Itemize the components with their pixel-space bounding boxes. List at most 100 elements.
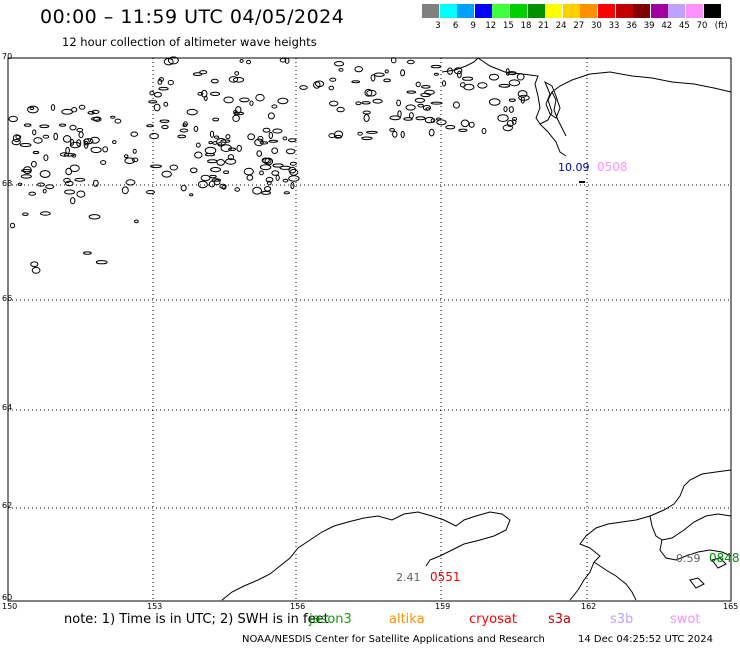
ice-outline xyxy=(217,142,223,147)
ice-outline xyxy=(370,74,376,82)
sat-label-s3b: s3b xyxy=(610,612,634,627)
ice-outline xyxy=(389,128,396,132)
ice-outline xyxy=(130,131,138,137)
ice-outline xyxy=(271,104,278,109)
coastline-north xyxy=(441,57,732,157)
ice-outline xyxy=(69,164,80,173)
ice-outline xyxy=(400,130,405,139)
ice-outline xyxy=(508,106,514,113)
legend-swatch xyxy=(457,4,475,18)
ice-outline xyxy=(200,174,211,182)
ice-outline xyxy=(338,68,344,72)
ice-outline xyxy=(355,101,362,106)
ice-outline xyxy=(512,116,518,122)
ice-outline xyxy=(76,128,84,133)
legend-label: 70 xyxy=(696,21,708,31)
ice-outline xyxy=(361,101,371,105)
ice-outline xyxy=(157,78,163,85)
ice-outline xyxy=(179,128,189,133)
ice-outline xyxy=(265,176,274,183)
ice-outline xyxy=(213,135,220,139)
ice-outline xyxy=(424,116,435,124)
ice-outline xyxy=(384,69,389,74)
ice-outline xyxy=(189,167,198,174)
ice-outline xyxy=(158,86,169,91)
ice-outline xyxy=(488,73,500,81)
ice-outline xyxy=(219,183,227,189)
legend-label: 30 xyxy=(590,21,602,31)
ice-outline xyxy=(146,190,155,195)
ice-outline xyxy=(299,85,308,90)
legend-swatch xyxy=(598,4,615,18)
ice-outline xyxy=(442,80,446,87)
ice-outline xyxy=(261,190,271,195)
ice-outline xyxy=(354,66,364,73)
ice-outline xyxy=(39,124,50,129)
legend-unit: (ft) xyxy=(714,21,728,31)
ice-outline xyxy=(271,147,279,154)
ice-edge-outlines xyxy=(8,56,530,274)
ice-outline xyxy=(125,179,136,186)
ice-outline xyxy=(78,131,84,139)
legend-label: 12 xyxy=(485,21,497,31)
ice-outline xyxy=(357,131,363,136)
ice-outline xyxy=(212,117,220,122)
ice-outline xyxy=(74,177,86,182)
ice-outline xyxy=(425,107,431,111)
ice-outline xyxy=(146,124,154,128)
legend-label: 21 xyxy=(538,21,549,31)
ice-outline xyxy=(234,187,240,192)
ice-outline xyxy=(445,125,456,130)
ice-outline xyxy=(8,115,18,123)
ice-outline xyxy=(37,182,45,187)
ice-outline xyxy=(23,123,32,127)
legend-swatch xyxy=(615,4,633,18)
lon-label-162: 162 xyxy=(581,602,597,611)
ice-outline xyxy=(194,151,203,159)
ice-outline xyxy=(12,134,21,143)
ice-outline xyxy=(421,85,431,89)
ice-outline xyxy=(268,139,279,143)
lon-label-159: 159 xyxy=(435,602,451,611)
ice-outline xyxy=(32,150,40,155)
legend-swatch xyxy=(545,4,563,18)
ice-outline xyxy=(315,80,325,88)
ice-outline xyxy=(329,77,337,82)
ice-outline xyxy=(396,99,402,107)
legend-swatch xyxy=(633,4,651,18)
ice-outline xyxy=(417,103,424,108)
ice-outline xyxy=(95,260,108,265)
legend-label: 18 xyxy=(520,21,532,31)
ice-outline xyxy=(254,138,264,147)
ice-outline xyxy=(232,114,240,123)
ice-outline xyxy=(20,174,32,179)
ice-outline xyxy=(372,98,383,104)
ice-outline xyxy=(334,61,345,67)
ice-outline xyxy=(212,141,218,145)
ice-outline xyxy=(415,116,426,121)
map-frame xyxy=(7,57,732,602)
ice-outline xyxy=(149,132,159,140)
ice-outline xyxy=(163,58,174,66)
ice-outline xyxy=(69,141,81,149)
ice-outline xyxy=(239,97,250,103)
ice-outline xyxy=(415,81,421,88)
ice-outline xyxy=(124,157,135,164)
ice-outline xyxy=(180,184,187,192)
ice-outline xyxy=(23,166,32,175)
ice-outline xyxy=(285,148,296,155)
lat-label-64: 64 xyxy=(2,403,13,412)
ice-outline xyxy=(169,164,179,171)
ice-outline xyxy=(452,101,460,109)
ice-outline xyxy=(192,72,203,76)
ice-outline xyxy=(131,157,139,163)
ice-outline xyxy=(45,184,55,190)
ice-outline xyxy=(246,59,252,65)
ice-outline xyxy=(225,158,237,165)
ice-outline xyxy=(90,146,102,154)
ice-outline xyxy=(201,89,208,98)
legend-swatch xyxy=(703,4,721,18)
ice-outline xyxy=(195,142,201,148)
ice-outline xyxy=(153,103,161,112)
